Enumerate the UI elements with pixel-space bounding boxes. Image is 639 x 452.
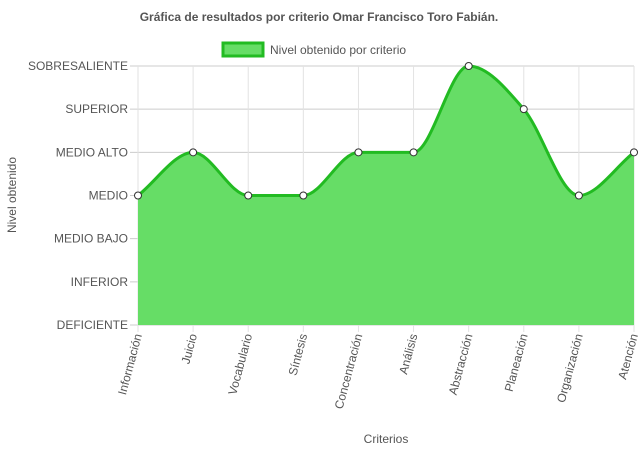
y-axis-ticks: DEFICIENTE INFERIOR MEDIO BAJO MEDIO MEDIO A…: [28, 59, 128, 332]
y-tick-label: SUPERIOR: [65, 102, 128, 116]
y-axis-title: Nivel obtenido: [5, 157, 19, 233]
x-tick-label: Análisis: [396, 332, 420, 376]
area-fill: [138, 66, 634, 325]
x-tick-label: Vocabulario: [225, 332, 255, 397]
x-tick-label: Abstracción: [446, 332, 476, 396]
data-point-1[interactable]: [189, 148, 198, 157]
x-tick-label: Organización: [554, 332, 586, 404]
x-tick-label: Síntesis: [286, 332, 311, 377]
x-tick-label: Información: [115, 332, 145, 396]
data-point-4[interactable]: [354, 148, 363, 157]
legend[interactable]: Nivel obtenido por criterio: [221, 41, 406, 58]
y-tick-label: MEDIO BAJO: [54, 232, 128, 246]
data-point-9[interactable]: [630, 148, 638, 157]
x-tick-label: Concentración: [332, 332, 366, 410]
y-tick-label: MEDIO ALTO: [56, 145, 128, 159]
data-point-0[interactable]: [134, 191, 142, 200]
data-point-3[interactable]: [299, 191, 308, 200]
y-tick-label: SOBRESALIENTE: [28, 59, 128, 73]
data-point-8[interactable]: [574, 191, 583, 200]
series-line: [137, 64, 635, 198]
x-tick-label: Atención: [615, 332, 639, 381]
data-point-6[interactable]: [464, 62, 473, 70]
series-points: [134, 62, 638, 200]
data-point-2[interactable]: [244, 191, 253, 200]
y-tick-label: DEFICIENTE: [57, 318, 128, 332]
series-area: [137, 64, 635, 325]
legend-swatch[interactable]: [221, 41, 265, 58]
legend-label[interactable]: Nivel obtenido por criterio: [270, 43, 406, 57]
x-axis-title: Criterios: [364, 432, 409, 446]
y-tick-label: MEDIO: [89, 189, 128, 203]
x-tick-label: Planeación: [502, 332, 531, 393]
data-point-7[interactable]: [519, 105, 528, 114]
x-axis-ticks: Información Juicio Vocabulario Síntesis Conc…: [115, 332, 639, 411]
data-point-5[interactable]: [409, 148, 418, 157]
x-tick-label: Juicio: [179, 332, 201, 366]
y-tick-label: INFERIOR: [71, 275, 129, 289]
chart-title: Gráfica de resultados por criterio Omar …: [140, 10, 499, 24]
